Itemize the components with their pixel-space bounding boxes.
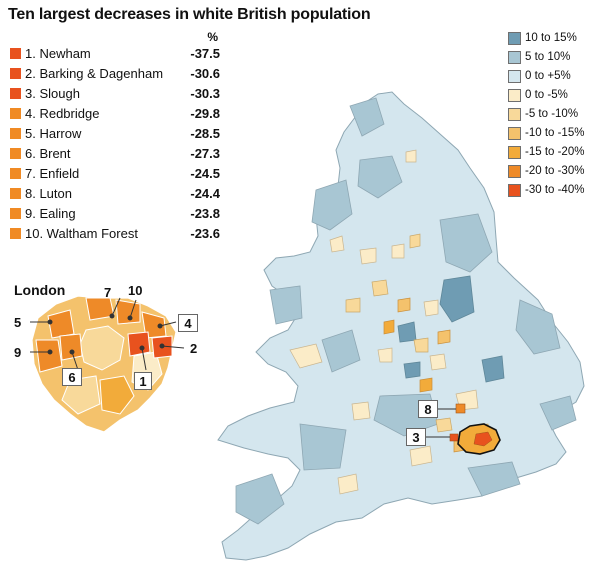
legend-item: 0 to +5% — [508, 69, 608, 88]
regions-minus5-minus10 — [345, 233, 491, 441]
london-inset-map — [31, 295, 177, 433]
legend-swatch — [508, 70, 521, 83]
legend-item: -15 to -20% — [508, 145, 608, 164]
map-callout-3: 3 — [406, 428, 426, 446]
ranking-list: 1. Newham -37.5 2. Barking & Dagenham -30.… — [8, 46, 220, 246]
rank-value: -30.3 — [190, 86, 220, 101]
rank-swatch — [10, 48, 21, 59]
rank-swatch — [10, 108, 21, 119]
legend-swatch — [508, 108, 521, 121]
inset-label-5: 5 — [14, 315, 22, 330]
rank-name: 6. Brent — [25, 146, 71, 161]
rank-name: 3. Slough — [25, 86, 80, 101]
ranking-row: 2. Barking & Dagenham -30.6 — [8, 66, 220, 86]
regions-0-minus5 — [289, 149, 479, 495]
ranking-row: 1. Newham -37.5 — [8, 46, 220, 66]
percent-header: % — [207, 30, 218, 44]
rank-value: -24.5 — [190, 166, 220, 181]
ranking-row: 6. Brent -27.3 — [8, 146, 220, 166]
legend-item: -10 to -15% — [508, 126, 608, 145]
rank-swatch — [10, 208, 21, 219]
rank-value: -23.6 — [190, 226, 220, 241]
rank-value: -28.5 — [190, 126, 220, 141]
inset-label-2: 2 — [190, 341, 198, 356]
ranking-row: 10. Waltham Forest -23.6 — [8, 226, 220, 246]
rank-value: -29.8 — [190, 106, 220, 121]
legend-label: 0 to +5% — [525, 70, 571, 82]
legend: 10 to 15% 5 to 10% 0 to +5% 0 to -5% -5 … — [508, 31, 608, 202]
london-core-main — [473, 431, 493, 447]
rank-value: -37.5 — [190, 46, 220, 61]
legend-swatch — [508, 165, 521, 178]
inset-callout-6: 6 — [62, 368, 82, 386]
rank-swatch — [10, 128, 21, 139]
legend-label: 0 to -5% — [525, 89, 568, 101]
london-inset-title: London — [14, 282, 66, 298]
regions-5-10 — [235, 97, 577, 525]
legend-label: 10 to 15% — [525, 32, 577, 44]
legend-swatch — [508, 146, 521, 159]
legend-label: 5 to 10% — [525, 51, 571, 63]
rank-name: 5. Harrow — [25, 126, 82, 141]
legend-item: 10 to 15% — [508, 31, 608, 50]
rank-swatch — [10, 148, 21, 159]
ranking-row: 5. Harrow -28.5 — [8, 126, 220, 146]
legend-swatch — [508, 127, 521, 140]
legend-label: -20 to -30% — [525, 165, 585, 177]
rank-name: 9. Ealing — [25, 206, 76, 221]
inset-leaders — [30, 297, 185, 371]
rank-swatch — [10, 88, 21, 99]
legend-swatch — [508, 184, 521, 197]
inset-callout-4: 4 — [178, 314, 198, 332]
legend-item: -5 to -10% — [508, 107, 608, 126]
legend-swatch — [508, 89, 521, 102]
rank-value: -30.6 — [190, 66, 220, 81]
legend-swatch — [508, 32, 521, 45]
legend-swatch — [508, 51, 521, 64]
rank-name: 8. Luton — [25, 186, 72, 201]
inset-label-10: 10 — [128, 283, 143, 298]
slough-region — [449, 433, 459, 442]
inset-label-9: 9 — [14, 345, 22, 360]
legend-item: -20 to -30% — [508, 164, 608, 183]
ranking-row: 7. Enfield -24.5 — [8, 166, 220, 186]
ranking-row: 3. Slough -30.3 — [8, 86, 220, 106]
legend-label: -30 to -40% — [525, 184, 585, 196]
rank-swatch — [10, 188, 21, 199]
legend-item: 0 to -5% — [508, 88, 608, 107]
rank-value: -27.3 — [190, 146, 220, 161]
inset-callout-1: 1 — [134, 372, 152, 390]
ranking-row: 8. Luton -24.4 — [8, 186, 220, 206]
ranking-row: 4. Redbridge -29.8 — [8, 106, 220, 126]
legend-label: -10 to -15% — [525, 127, 585, 139]
regions-10-15 — [397, 275, 505, 383]
inset-label-7: 7 — [104, 285, 112, 300]
rank-value: -23.8 — [190, 206, 220, 221]
rank-name: 2. Barking & Dagenham — [25, 66, 164, 81]
rank-name: 4. Redbridge — [25, 106, 100, 121]
rank-swatch — [10, 228, 21, 239]
ranking-row: 9. Ealing -23.8 — [8, 206, 220, 226]
rank-swatch — [10, 168, 21, 179]
rank-name: 7. Enfield — [25, 166, 80, 181]
rank-swatch — [10, 68, 21, 79]
regions-minus15-minus20 — [383, 319, 433, 393]
legend-label: -15 to -20% — [525, 146, 585, 158]
rank-value: -24.4 — [190, 186, 220, 201]
rank-name: 1. Newham — [25, 46, 91, 61]
map-callout-8: 8 — [418, 400, 438, 418]
chart-title: Ten largest decreases in white British p… — [8, 6, 371, 23]
legend-item: 5 to 10% — [508, 50, 608, 69]
luton-region — [455, 403, 466, 414]
legend-label: -5 to -10% — [525, 108, 579, 120]
legend-item: -30 to -40% — [508, 183, 608, 202]
rank-name: 10. Waltham Forest — [25, 226, 138, 241]
